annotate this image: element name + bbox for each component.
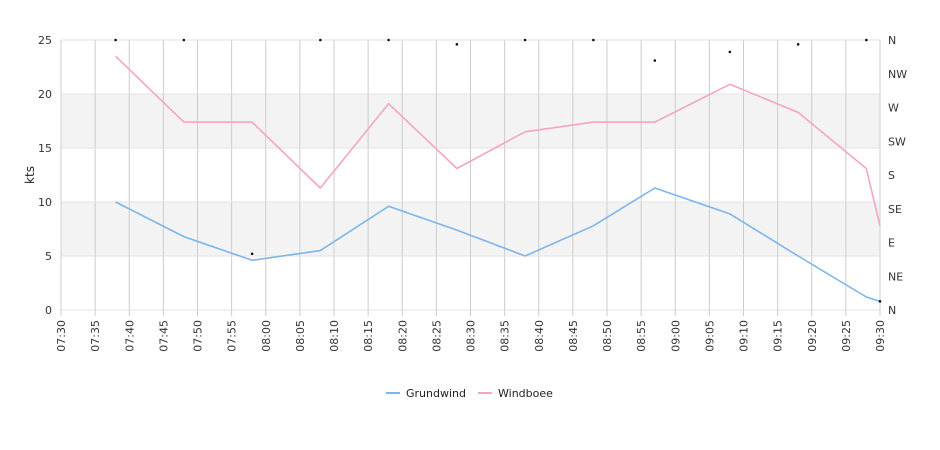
series-line-windboee (115, 55, 881, 226)
x-tick-label: 08:35 (499, 320, 512, 352)
x-tick-label: 09:05 (703, 320, 716, 352)
direction-tick-label: NW (888, 68, 907, 81)
x-tick-label: 09:00 (669, 320, 682, 352)
x-tick-label: 09:20 (806, 320, 819, 352)
direction-point (796, 43, 800, 46)
x-tick-label: 07:35 (89, 320, 102, 352)
legend-label-grundwind: Grundwind (406, 387, 466, 400)
x-tick-label: 08:25 (430, 320, 443, 352)
x-tick-label: 08:15 (362, 320, 375, 352)
x-axis-ticks: 07:30 07:35 07:40 07:45 07:50 07:55 08:00 08:05… (55, 310, 887, 352)
x-tick-label: 07:40 (123, 320, 136, 352)
y-tick-label: 20 (38, 88, 52, 101)
direction-point (592, 38, 595, 42)
x-tick-label: 07:30 (55, 320, 68, 352)
direction-points (114, 38, 882, 303)
x-tick-label: 07:55 (226, 320, 239, 352)
legend: Grundwind Windboee (386, 387, 553, 400)
x-tick-label: 07:50 (192, 320, 205, 352)
y-axis-left-ticks: 0 5 10 15 20 25 (38, 34, 52, 317)
y-tick-label: 15 (38, 142, 52, 155)
direction-tick-label: N (888, 304, 896, 317)
direction-point (878, 300, 882, 303)
direction-point (455, 43, 459, 46)
direction-point (250, 252, 254, 256)
direction-point (865, 38, 868, 42)
direction-tick-label: SW (888, 135, 906, 148)
direction-point (653, 59, 657, 62)
series-lines (115, 55, 881, 303)
x-tick-label: 08:45 (567, 320, 580, 352)
x-tick-label: 08:40 (533, 320, 546, 352)
x-tick-label: 09:10 (738, 320, 751, 352)
direction-tick-label: N (888, 34, 896, 47)
direction-tick-label: SE (888, 203, 902, 216)
direction-point (319, 38, 322, 42)
direction-point (523, 38, 527, 42)
vertical-gridlines (60, 40, 881, 310)
direction-tick-label: NE (888, 270, 903, 283)
x-tick-label: 08:30 (465, 320, 478, 352)
y-tick-label: 10 (38, 196, 52, 209)
series-line-grundwind (115, 187, 881, 303)
direction-point (114, 38, 117, 42)
x-tick-label: 08:05 (294, 320, 307, 352)
x-tick-label: 07:45 (157, 320, 170, 352)
x-tick-label: 09:15 (772, 320, 785, 352)
x-tick-label: 09:30 (874, 320, 887, 352)
x-tick-label: 08:55 (635, 320, 648, 352)
direction-tick-label: W (888, 102, 899, 115)
legend-label-windboee: Windboee (498, 387, 553, 400)
y-tick-label: 5 (45, 250, 52, 263)
direction-tick-label: S (888, 169, 895, 182)
x-tick-label: 09:25 (840, 320, 853, 352)
x-tick-label: 08:50 (601, 320, 614, 352)
y-axis-label: kts (23, 166, 37, 184)
x-tick-label: 08:10 (328, 320, 341, 352)
x-tick-label: 08:00 (260, 320, 273, 352)
y-axis-right-direction-ticks: N NE E SE S SW W NW N (888, 34, 907, 317)
direction-tick-label: E (888, 237, 895, 250)
x-tick-label: 08:20 (396, 320, 409, 352)
y-tick-label: 0 (45, 304, 52, 317)
direction-point (182, 38, 186, 42)
direction-point (728, 50, 732, 54)
y-tick-label: 25 (38, 34, 52, 47)
direction-point (387, 38, 390, 42)
